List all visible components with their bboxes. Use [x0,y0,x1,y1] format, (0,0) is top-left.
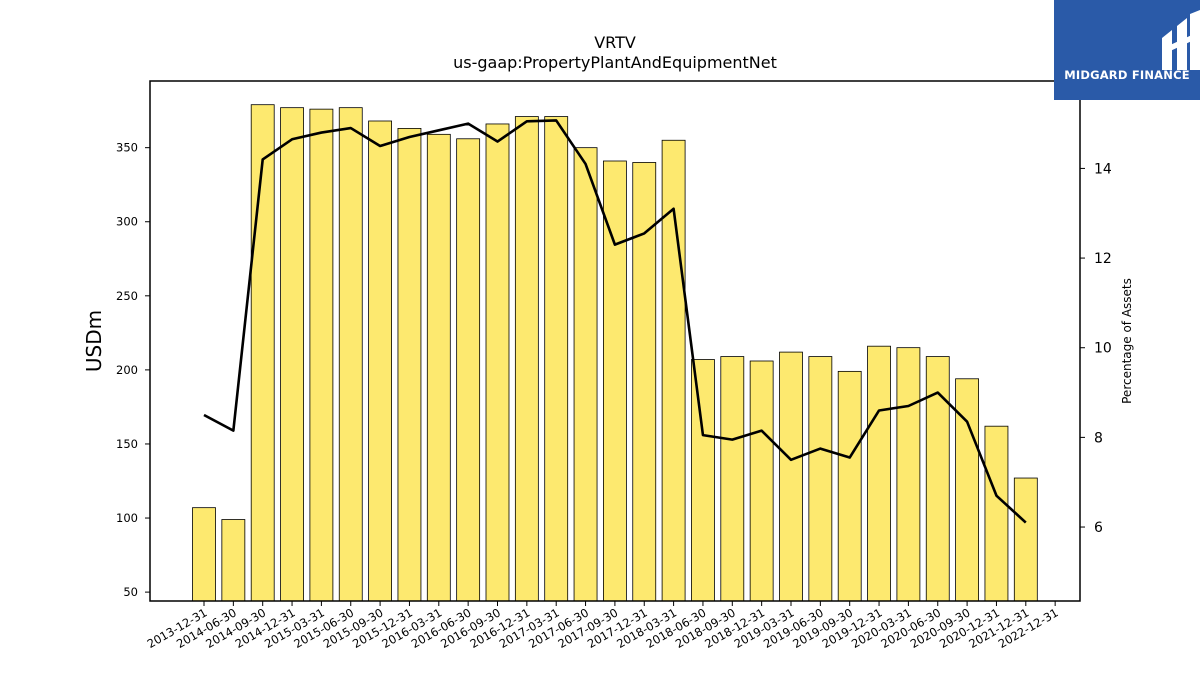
bar [221,519,246,602]
bar [368,120,393,602]
bar-series [192,104,1038,602]
y-tick-label: 300 [116,215,138,229]
y2-tick-label: 10 [1094,341,1112,357]
brand-logo: MIDGARD FINANCE [1054,0,1200,100]
bar [338,107,363,602]
bar [192,507,216,602]
y-tick-label: 250 [116,289,138,303]
bar [779,351,803,602]
bar [250,104,275,602]
y-axis-left: 50 100 150 200 250 300 350 [116,141,150,599]
bar [867,345,891,602]
y2-axis-label: Percentage of Assets [1120,278,1134,404]
bar [280,107,304,602]
bar [397,128,422,602]
bar [1013,477,1038,602]
y2-tick-label: 14 [1094,161,1112,177]
bar [837,370,862,602]
bar [573,147,598,602]
y-axis-label: USDm [82,310,106,372]
chart-title: VRTV [594,33,636,52]
y-tick-label: 200 [116,363,138,377]
y-axis-right: 6 8 10 12 14 [1080,161,1112,536]
x-axis: 2013-12-312014-06-302014-09-302014-12-31… [145,601,1061,651]
bar [485,123,510,602]
bar [514,116,539,602]
bar [984,425,1009,602]
bar [691,359,715,602]
logo-text: MIDGARD FINANCE [1064,68,1190,82]
percentage-line [203,119,1027,524]
plot-frame [149,80,1081,602]
y-tick-label: 100 [116,511,138,525]
bar [426,133,451,602]
bar [309,108,334,602]
logo-mark-icon [1162,10,1200,70]
y-tick-label: 350 [116,141,138,155]
bar [544,116,569,602]
y2-tick-label: 6 [1094,520,1103,536]
y-tick-label: 150 [116,437,138,451]
bar [603,160,627,602]
bar [720,356,745,602]
y2-tick-label: 12 [1094,251,1112,267]
y-tick-label: 50 [123,585,138,599]
bar [808,356,833,602]
bar [456,138,481,602]
bar [896,347,921,602]
y2-tick-label: 8 [1094,430,1103,446]
bar [749,360,774,602]
chart-subtitle: us-gaap:PropertyPlantAndEquipmentNet [453,53,777,72]
